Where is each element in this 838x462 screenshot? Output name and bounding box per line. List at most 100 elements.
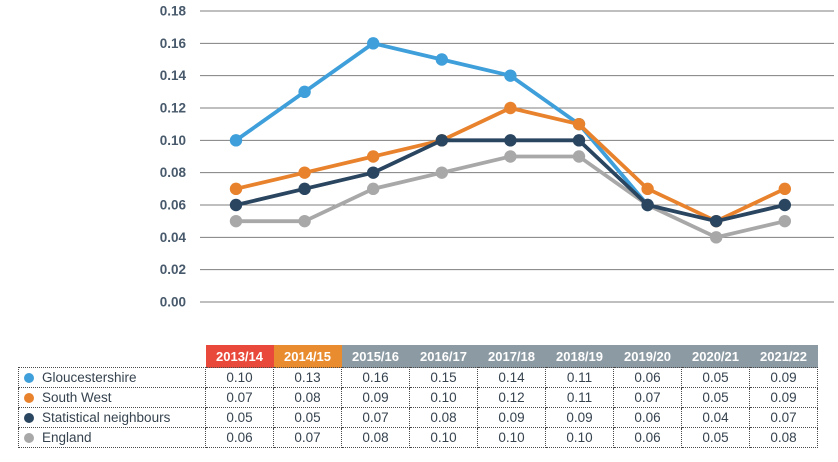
england-point: [229, 214, 243, 228]
value-cell: 0.08: [409, 407, 478, 428]
value-cell: 0.08: [273, 387, 342, 408]
table-row: South West 0.07 0.08 0.09 0.10 0.12 0.11 0.07 0.…: [18, 387, 818, 408]
statistical-neighbours-point: [504, 134, 517, 147]
south-west-point: [229, 182, 243, 196]
england-point: [298, 214, 311, 228]
england-point: [778, 214, 791, 228]
value-cell: 0.12: [477, 387, 546, 408]
value-cell: 0.10: [409, 427, 478, 448]
value-cell: 0.07: [749, 407, 818, 428]
value-cell: 0.07: [613, 387, 682, 408]
y-axis-tick-label: 0.06: [160, 198, 187, 213]
england-point: [572, 150, 586, 163]
value-cell: 0.16: [341, 367, 410, 388]
england-point: [504, 150, 517, 163]
row-label-cell-south-west: South West: [18, 387, 206, 408]
year-header-2017-18: 2017/18: [477, 345, 546, 368]
south-west-point: [572, 117, 586, 131]
data-table-container: 2013/14 2014/15 2015/16 2016/17 2017/18 2018/…: [18, 345, 818, 448]
value-cell: 0.10: [477, 427, 546, 448]
south-west-point: [641, 182, 654, 196]
value-cell: 0.08: [341, 427, 410, 448]
value-cell: 0.05: [273, 407, 342, 428]
year-header-2021-22: 2021/22: [749, 345, 818, 368]
value-cell: 0.09: [341, 387, 410, 408]
table-row: Gloucestershire 0.10 0.13 0.16 0.15 0.14 0.11 0…: [18, 367, 818, 388]
row-label-cell-gloucestershire: Gloucestershire: [18, 367, 206, 388]
value-cell: 0.11: [545, 367, 614, 388]
value-cell: 0.09: [477, 407, 546, 428]
value-cell: 0.06: [613, 407, 682, 428]
value-cell: 0.05: [681, 387, 750, 408]
legend-dot-south-west: [24, 393, 34, 403]
england-point: [435, 166, 448, 179]
value-cell: 0.09: [749, 387, 818, 408]
value-cell: 0.06: [613, 427, 682, 448]
data-table: 2013/14 2014/15 2015/16 2016/17 2017/18 2018/…: [18, 345, 818, 448]
y-axis-tick-label: 0.18: [160, 4, 187, 19]
year-header-2020-21: 2020/21: [681, 345, 750, 368]
gloucestershire-line: [234, 41, 650, 207]
statistical-neighbours-point: [435, 134, 448, 147]
table-header-blank-cell: [18, 345, 206, 368]
y-axis-tick-label: 0.10: [160, 133, 186, 148]
year-header-2015-16: 2015/16: [341, 345, 410, 368]
y-axis-tick-label: 0.14: [160, 68, 187, 83]
value-cell: 0.13: [273, 367, 342, 388]
gloucestershire-point: [298, 85, 311, 99]
south-west-point: [367, 150, 380, 163]
england-point: [710, 231, 723, 244]
y-axis-tick-label: 0.00: [160, 295, 186, 310]
series-label: Gloucestershire: [42, 370, 137, 385]
y-axis-tick-label: 0.16: [160, 36, 187, 51]
table-row: Statistical neighbours 0.05 0.05 0.07 0.08 0.…: [18, 407, 818, 428]
value-cell: 0.10: [205, 367, 274, 388]
series-label: South West: [42, 390, 112, 405]
value-cell: 0.09: [749, 367, 818, 388]
gloucestershire-point: [435, 53, 448, 66]
value-cell: 0.06: [205, 427, 274, 448]
gloucestershire-point: [504, 69, 517, 82]
y-axis-tick-label: 0.04: [160, 230, 187, 245]
statistical-neighbours-point: [572, 134, 586, 147]
value-cell: 0.07: [273, 427, 342, 448]
value-cell: 0.05: [681, 427, 750, 448]
value-cell: 0.05: [205, 407, 274, 428]
row-label-cell-england: England: [18, 427, 206, 448]
gloucestershire-point: [367, 37, 380, 50]
series-label: Statistical neighbours: [42, 410, 171, 425]
year-header-2013-14: 2013/14: [205, 345, 274, 368]
value-cell: 0.07: [205, 387, 274, 408]
gloucestershire-point: [229, 134, 243, 147]
value-cell: 0.10: [545, 427, 614, 448]
y-axis-tick-label: 0.12: [160, 101, 186, 116]
series-label: England: [42, 430, 92, 445]
value-cell: 0.08: [749, 427, 818, 448]
table-row: England 0.06 0.07 0.08 0.10 0.10 0.10 0.06 0.05 0…: [18, 427, 818, 448]
year-header-2018-19: 2018/19: [545, 345, 614, 368]
statistical-neighbours-point: [710, 214, 723, 228]
value-cell: 0.06: [613, 367, 682, 388]
row-label-cell-statistical-neighbours: Statistical neighbours: [18, 407, 206, 428]
trend-line-chart: 0.18 0.16 0.14 0.12 0.10 0.08 0.06 0.04 0.02 0.00: [160, 4, 834, 310]
value-cell: 0.04: [681, 407, 750, 428]
england-point: [367, 182, 380, 196]
y-axis-tick-label: 0.08: [160, 165, 187, 180]
year-header-2016-17: 2016/17: [409, 345, 478, 368]
year-header-2019-20: 2019/20: [613, 345, 682, 368]
statistical-neighbours-point: [298, 182, 311, 196]
statistical-neighbours-point: [367, 166, 380, 179]
table-header-row: 2013/14 2014/15 2015/16 2016/17 2017/18 2018/…: [18, 345, 818, 368]
legend-dot-statistical-neighbours: [24, 413, 34, 423]
south-west-point: [504, 101, 517, 115]
value-cell: 0.07: [341, 407, 410, 428]
value-cell: 0.09: [545, 407, 614, 428]
value-cell: 0.05: [681, 367, 750, 388]
legend-dot-england: [24, 433, 34, 443]
statistical-neighbours-point: [778, 198, 791, 212]
south-west-point: [298, 166, 311, 179]
value-cell: 0.15: [409, 367, 478, 388]
value-cell: 0.10: [409, 387, 478, 408]
statistical-neighbours-point: [229, 198, 243, 212]
south-west-line: [234, 106, 787, 224]
